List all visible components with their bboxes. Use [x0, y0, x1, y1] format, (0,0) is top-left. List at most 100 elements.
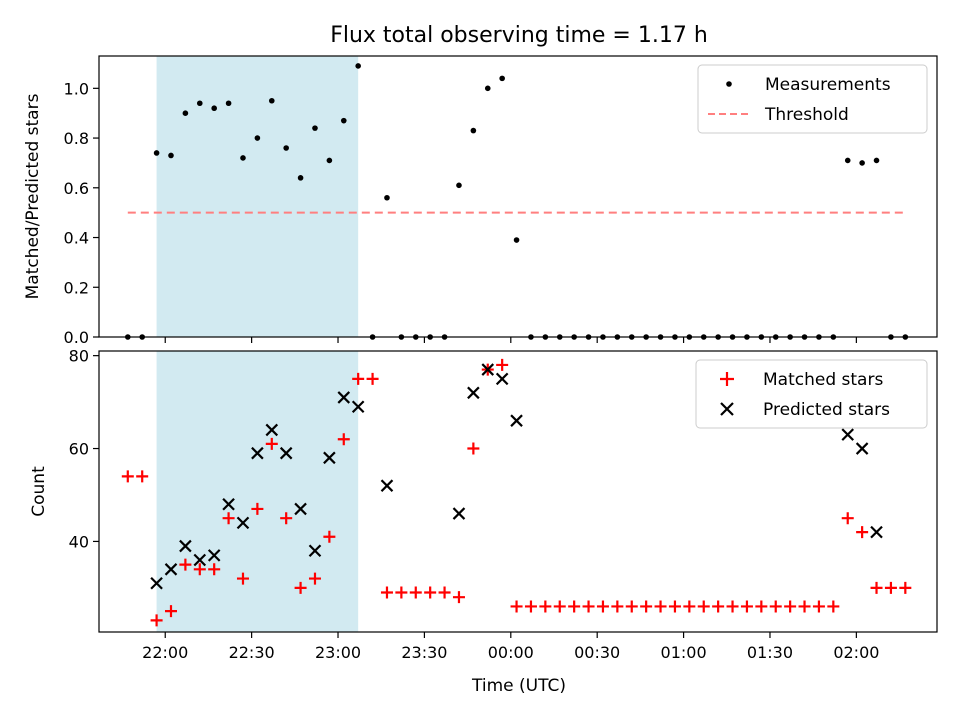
legend-matched-label: Matched stars: [763, 370, 883, 390]
legend-predicted-label: Predicted stars: [763, 400, 890, 420]
measurement-point: [470, 127, 477, 134]
matched-star-point: [596, 600, 609, 613]
measurement-point: [211, 105, 217, 112]
matched-star-point: [409, 586, 422, 599]
y-tick-label: 0.2: [64, 278, 89, 297]
matched-star-point: [726, 600, 739, 613]
matched-star-point: [337, 433, 350, 446]
y-tick-label: 0.0: [64, 328, 89, 347]
x-tick-label: 23:30: [401, 643, 447, 662]
matched-star-point: [395, 586, 408, 599]
count-marks: [121, 358, 912, 627]
predicted-star-point: [467, 386, 480, 400]
predicted-star-point: [323, 451, 336, 465]
measurement-point: [153, 150, 160, 156]
predicted-star-point: [380, 479, 394, 492]
measurement-point: [859, 160, 865, 166]
matched-star-point: [467, 442, 480, 455]
chart-title: Flux total observing time = 1.17 h: [330, 23, 708, 48]
measurement-point: [240, 155, 246, 161]
legend-threshold-label: Threshold: [764, 105, 849, 125]
x-tick-label: 01:30: [747, 643, 793, 662]
predicted-star-point: [193, 553, 207, 567]
predicted-star-point: [279, 446, 293, 460]
ratio-y-axis: 0.0 0.2 0.4 0.6 0.8 1.0: [64, 79, 99, 347]
matched-star-point: [784, 600, 797, 613]
predicted-star-point: [207, 549, 221, 562]
legend-matched-marker: [720, 372, 734, 386]
matched-star-point: [251, 502, 264, 515]
legend-box: [697, 64, 928, 134]
count-plot-frame: [98, 350, 938, 633]
predicted-star-point: [481, 363, 495, 376]
measurement-point: [297, 175, 304, 181]
matched-star-point: [179, 558, 192, 571]
matched-star-point: [683, 600, 696, 613]
predicted-star-point: [841, 428, 855, 441]
x-tick-label: 22:30: [229, 643, 275, 662]
matched-star-point: [668, 600, 681, 613]
matched-star-point: [625, 600, 638, 613]
matched-star-point: [640, 600, 653, 613]
matched-star-point: [841, 512, 854, 525]
predicted-star-point: [870, 525, 883, 539]
predicted-star-point: [495, 372, 509, 386]
legend-box: [695, 359, 928, 429]
y-tick-label: 80: [69, 347, 89, 366]
matched-star-point: [827, 600, 840, 613]
measurement-point: [268, 97, 275, 104]
matched-star-point: [193, 563, 206, 576]
matched-star-point: [856, 526, 869, 539]
measurement-point: [312, 125, 318, 131]
measurement-point: [326, 157, 333, 164]
y-tick-label: 40: [69, 532, 89, 551]
measurement-point: [844, 157, 851, 164]
matched-star-point: [899, 581, 912, 594]
x-tick-label: 02:00: [833, 643, 879, 662]
matched-star-point: [222, 512, 235, 525]
measurement-point: [283, 145, 289, 151]
matched-star-point: [697, 600, 710, 613]
y-tick-label: 0.6: [64, 179, 89, 198]
x-tick-label: 00:00: [488, 643, 534, 662]
predicted-star-point: [294, 502, 307, 516]
measurement-point: [355, 63, 361, 69]
measurement-point: [254, 135, 261, 141]
measurement-point: [513, 237, 520, 243]
predicted-star-point: [164, 563, 178, 576]
measurement-point: [873, 157, 880, 164]
count-legend: Matched stars Predicted stars: [695, 359, 928, 429]
measurement-point: [499, 75, 505, 82]
measurement-point: [340, 117, 347, 124]
matched-star-point: [798, 600, 811, 613]
x-tick-label: 00:30: [574, 643, 620, 662]
matched-star-point: [236, 572, 249, 585]
predicted-star-point: [265, 423, 279, 437]
measurement-point: [484, 85, 491, 92]
matched-star-point: [539, 600, 552, 613]
y-tick-label: 0.4: [64, 229, 89, 248]
y-tick-label: 60: [69, 440, 89, 459]
measurement-point: [182, 110, 189, 116]
matched-star-point: [553, 600, 566, 613]
ratio-legend: Measurements Threshold: [697, 64, 928, 134]
count-x-axis: 22:00 22:30 23:00 23:30 00:00 00:30 01:00 01:30…: [142, 632, 879, 662]
matched-star-point: [208, 563, 221, 576]
legend-predicted-marker: [720, 402, 734, 416]
predicted-star-point: [179, 539, 192, 553]
measurement-point: [456, 182, 462, 189]
matched-star-point: [769, 600, 782, 613]
matched-star-point: [510, 600, 523, 613]
measurement-point: [196, 100, 203, 107]
ratio-x-ticks: [164, 337, 857, 343]
predicted-star-point: [236, 516, 250, 530]
predicted-star-point: [855, 442, 869, 455]
matched-star-point: [452, 591, 465, 604]
matched-star-point: [654, 600, 667, 613]
observing-span-shade-top: [156, 56, 359, 337]
matched-star-point: [712, 600, 725, 613]
matched-star-point: [424, 586, 437, 599]
y-tick-label: 0.8: [64, 129, 89, 148]
matched-star-point: [150, 614, 163, 627]
count-y-axis: 40 60 80: [69, 347, 99, 551]
